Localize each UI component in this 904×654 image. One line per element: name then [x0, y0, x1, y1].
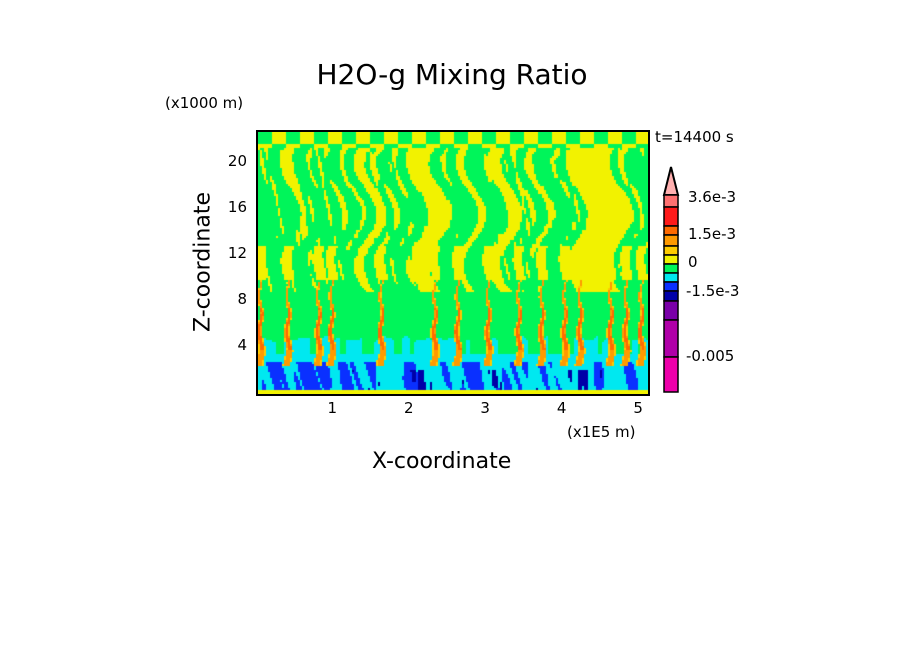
colorbar-segment	[663, 225, 679, 236]
y-axis-unit: (x1000 m)	[165, 94, 244, 112]
y-tick-label: 16	[227, 198, 247, 217]
heatmap-field	[256, 130, 650, 396]
colorbar-segment	[663, 194, 679, 208]
x-tick-label: 4	[556, 399, 567, 417]
y-tick-label: 12	[227, 244, 247, 263]
x-tick-label: 5	[633, 399, 643, 417]
colorbar-extension-triangle	[662, 166, 680, 196]
colorbar-segment	[663, 272, 679, 283]
colorbar-segment	[663, 300, 679, 321]
colorbar-segment	[663, 281, 679, 292]
chart-title: H2O-g Mixing Ratio	[316, 58, 588, 91]
x-tick-label: 2	[403, 399, 414, 417]
y-tick-label: 4	[237, 336, 247, 355]
y-tick-label: 20	[227, 152, 247, 171]
colorbar-segment	[663, 263, 679, 274]
y-tick-label: 8	[237, 290, 247, 309]
colorbar-label: 3.6e-3	[688, 188, 737, 206]
colorbar-label: -1.5e-3	[686, 282, 740, 300]
colorbar-segment	[663, 254, 679, 265]
colorbar-segment	[663, 319, 679, 358]
x-axis-label: X-coordinate	[372, 449, 512, 474]
x-tick-label: 1	[327, 399, 338, 417]
colorbar-segment	[663, 290, 679, 302]
x-axis-unit: (x1E5 m)	[567, 423, 636, 441]
colorbar-segment	[663, 206, 679, 227]
colorbar-segment	[663, 245, 679, 256]
colorbar-segment	[663, 356, 679, 393]
colorbar-label: 0	[688, 253, 698, 271]
time-label: t=14400 s	[655, 128, 734, 146]
colorbar-segment	[663, 234, 679, 247]
colorbar-label: -0.005	[686, 347, 735, 365]
x-tick-label: 3	[480, 399, 490, 417]
colorbar-label: 1.5e-3	[688, 225, 737, 243]
